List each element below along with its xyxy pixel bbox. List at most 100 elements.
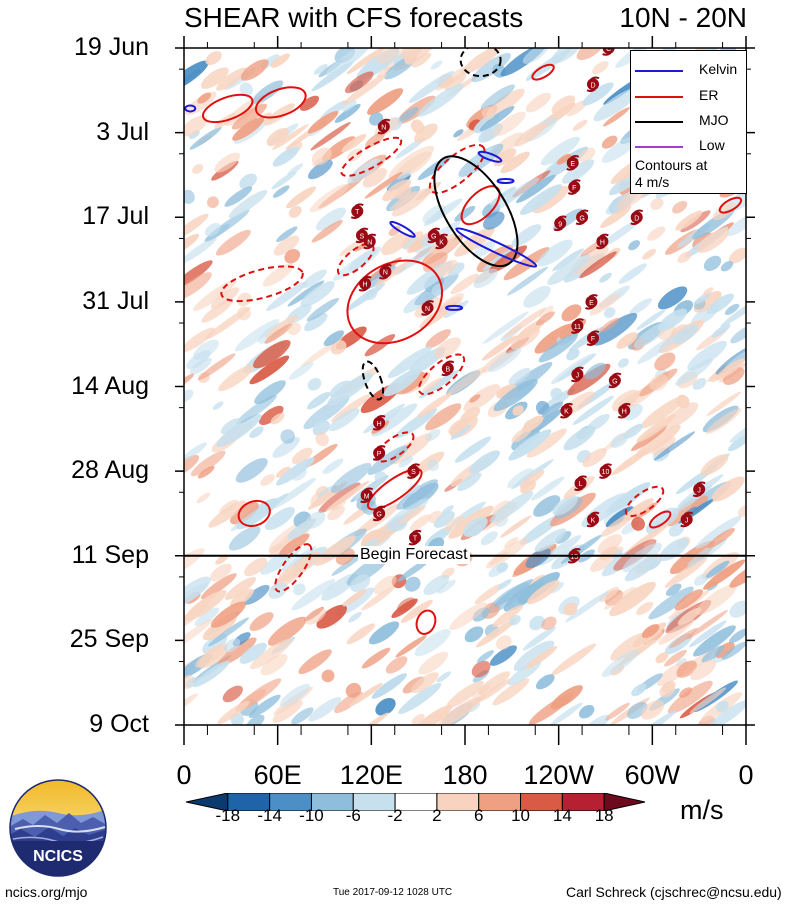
field-cell (184, 233, 200, 255)
field-cell (697, 228, 730, 253)
field-cell (700, 454, 729, 476)
field-cell (184, 576, 211, 606)
field-cell (454, 205, 476, 222)
field-cell (418, 651, 448, 675)
field-cell (504, 307, 547, 338)
field-cell (720, 260, 734, 272)
field-cell (315, 207, 347, 231)
storm-marker (599, 465, 612, 478)
legend-low-line (635, 146, 683, 148)
field-cell (200, 573, 237, 600)
field-cell (381, 232, 410, 256)
storm-marker (373, 507, 386, 520)
field-cell (385, 656, 408, 674)
storm-label: F (591, 336, 595, 343)
field-cell (367, 88, 404, 115)
storm-marker (566, 156, 579, 169)
field-cell (448, 262, 465, 276)
field-cell (672, 324, 699, 345)
field-cell (487, 347, 522, 373)
field-cell (345, 682, 362, 698)
colorbar-tick-label: -14 (257, 806, 282, 825)
field-cell (589, 293, 621, 316)
storm-label: L (579, 481, 583, 488)
storm-label: 15 (570, 554, 578, 561)
chart-title: SHEAR with CFS forecasts (184, 2, 524, 33)
field-cell (600, 205, 632, 229)
field-cell (537, 239, 573, 267)
field-cell (618, 263, 647, 284)
field-cell (328, 408, 360, 432)
field-cell (707, 528, 735, 549)
field-cell (224, 576, 257, 600)
field-cell (508, 429, 552, 461)
field-cell (563, 425, 596, 451)
field-cell (721, 641, 746, 660)
field-cell (657, 286, 688, 310)
storm-marker (596, 235, 609, 248)
field-cell (737, 504, 746, 517)
y-tick-label: 17 Jul (82, 202, 149, 231)
colorbar-box (436, 793, 480, 811)
field-cell (391, 598, 418, 619)
field-cell (675, 358, 713, 386)
storm-label: E (589, 300, 594, 307)
field-cell (475, 618, 517, 648)
field-cell (373, 575, 397, 595)
field-cell (197, 465, 215, 479)
field-cell (287, 280, 325, 307)
field-cell (217, 637, 257, 666)
field-cell (446, 366, 488, 396)
field-cell (489, 645, 517, 666)
field-cell (189, 126, 222, 150)
field-cell (728, 628, 746, 644)
storm-label: N (381, 125, 386, 132)
field-cell (273, 235, 300, 256)
field-cell (307, 392, 331, 410)
storm-label: E (570, 161, 575, 168)
field-cell (579, 704, 595, 719)
field-cell (552, 248, 585, 272)
colorbar-tick-label: 2 (432, 806, 442, 825)
storm-label: D (590, 82, 595, 89)
field-cell (323, 330, 345, 347)
field-cell (565, 591, 610, 623)
field-cell (222, 685, 243, 703)
field-cell (270, 413, 285, 425)
field-cell (519, 470, 545, 489)
storm-marker (377, 120, 390, 133)
field-cell (669, 627, 698, 649)
field-cell (198, 645, 228, 669)
field-cell (599, 317, 620, 333)
field-cell (444, 73, 467, 91)
storm-label: T (355, 209, 360, 216)
field-cell (534, 528, 567, 552)
field-cell (476, 650, 494, 663)
field-cell (364, 171, 403, 199)
field-cell (256, 493, 289, 517)
field-cell (601, 135, 639, 163)
field-cell (236, 394, 277, 425)
field-cell (364, 334, 396, 357)
field-cell (550, 702, 583, 725)
field-cell (184, 327, 215, 353)
legend-mjo-line (635, 121, 683, 123)
field-cell (184, 389, 194, 404)
field-cell (339, 241, 360, 257)
field-cell (240, 59, 269, 81)
field-cell (314, 535, 356, 566)
storm-label: J (697, 487, 701, 494)
field-cell (527, 580, 560, 605)
field-cell (603, 307, 616, 319)
colorbar-tick-label: 14 (552, 806, 572, 825)
field-cell (665, 583, 682, 597)
field-cell (453, 129, 464, 138)
field-cell (196, 492, 211, 504)
field-cell (411, 672, 439, 694)
storm-marker (571, 320, 584, 333)
field-cell (287, 322, 301, 336)
field-cell (724, 303, 740, 316)
field-cell (262, 263, 294, 287)
field-cell (461, 48, 502, 75)
field-cell (342, 73, 387, 106)
